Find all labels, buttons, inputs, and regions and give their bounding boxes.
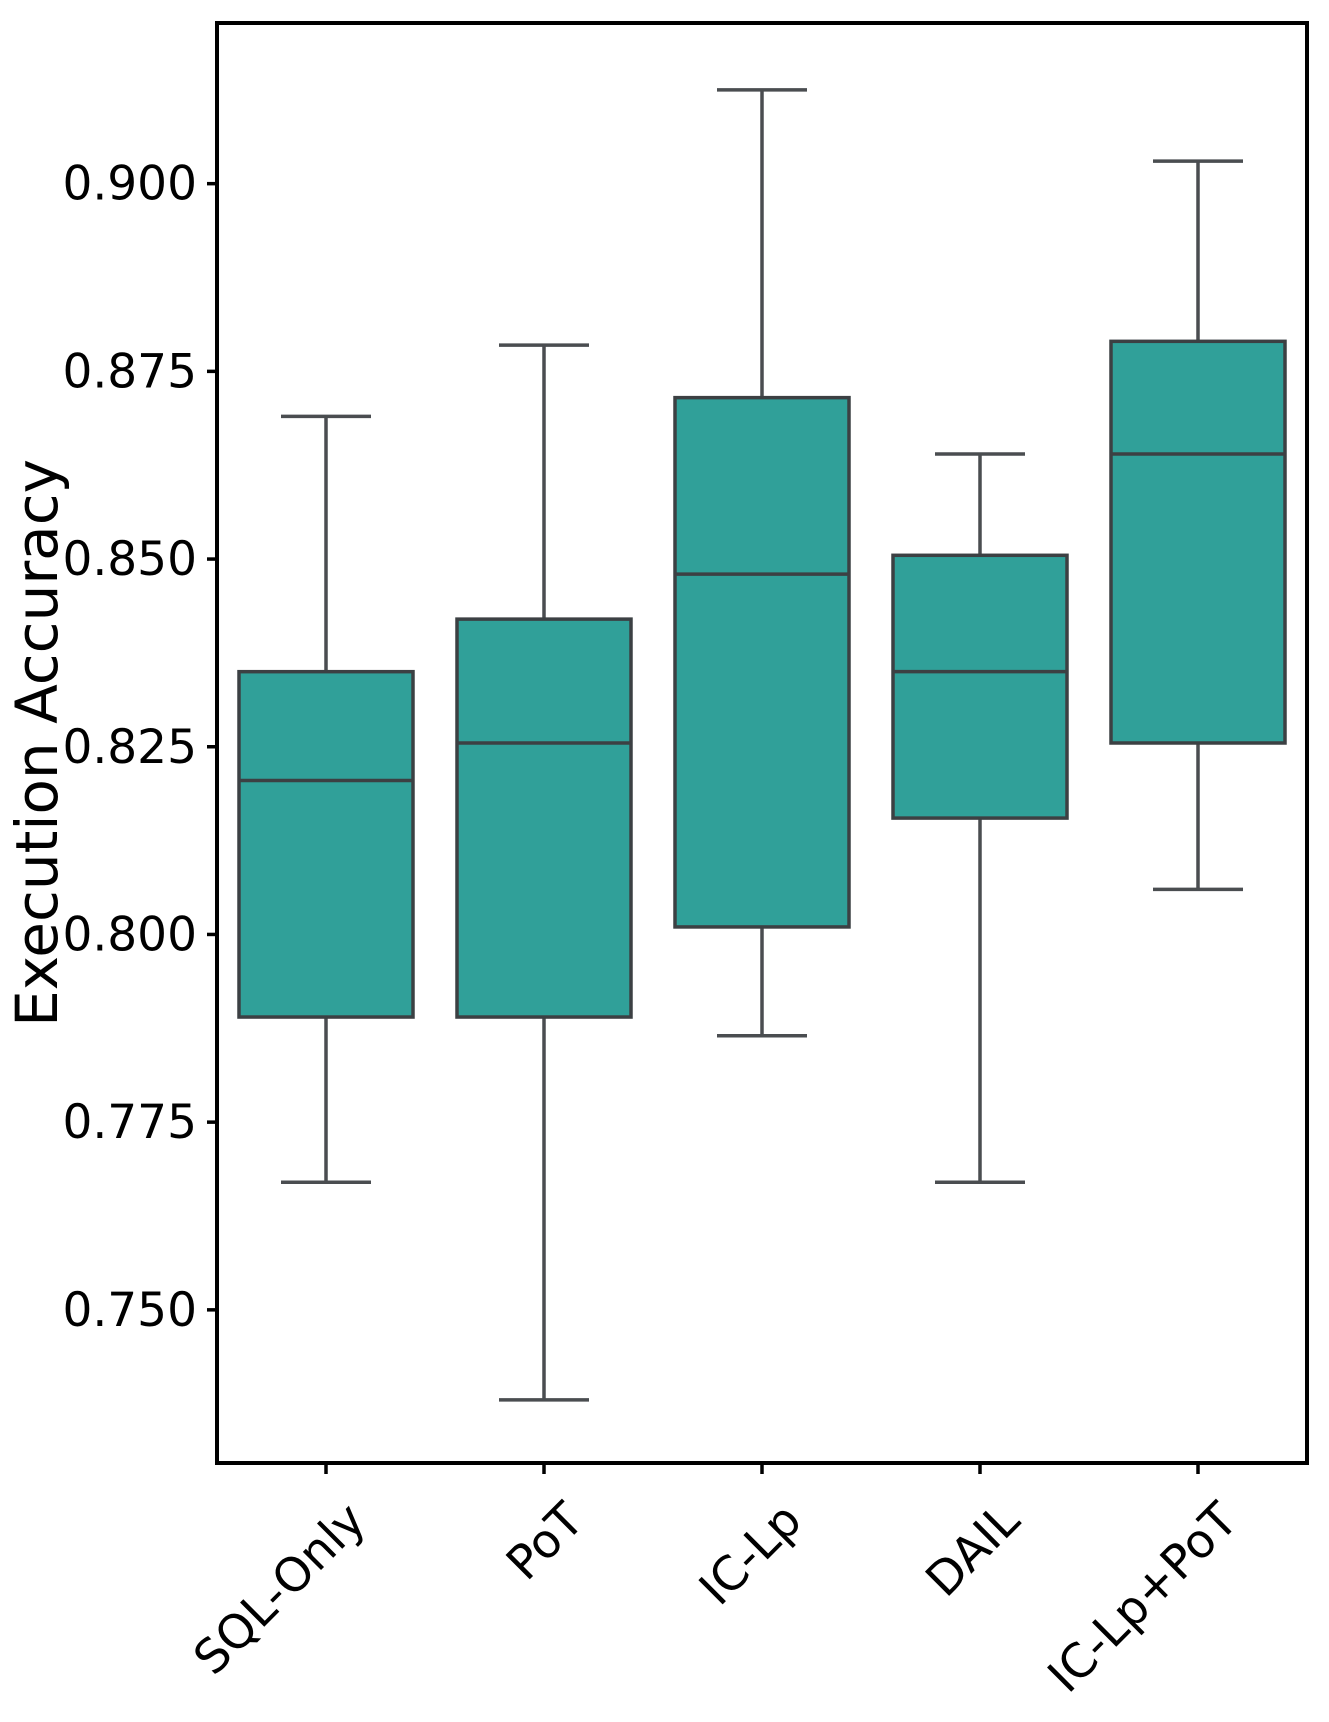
iqr-box xyxy=(891,553,1069,820)
iqr-box xyxy=(237,669,415,1019)
iqr-box xyxy=(455,617,633,1019)
y-tick-label: 0.850 xyxy=(62,532,197,587)
box-group-IC-Lp: IC-Lp xyxy=(673,88,851,1617)
box-group-DAIL: DAIL xyxy=(891,452,1069,1608)
plot-area-border xyxy=(215,21,1309,1465)
x-tick-label: PoT xyxy=(496,1492,595,1591)
x-tick-label: SQL-Only xyxy=(183,1493,376,1686)
y-axis-label: Execution Accuracy xyxy=(3,459,71,1027)
iqr-box xyxy=(1109,339,1287,745)
x-tick-label: IC-Lp+PoT xyxy=(1038,1492,1249,1703)
y-tick-label: 0.800 xyxy=(62,907,197,962)
y-tick-label: 0.825 xyxy=(62,720,197,775)
box-group-PoT: PoT xyxy=(455,343,633,1591)
box-group-IC-Lp+PoT: IC-Lp+PoT xyxy=(1038,159,1287,1703)
iqr-box xyxy=(673,395,851,929)
plot-layer: 0.750 0.775 0.800 0.825 0.850 0.875 0.900 SQL-O… xyxy=(62,21,1309,1703)
y-tick-label: 0.750 xyxy=(62,1283,197,1338)
y-tick-label: 0.875 xyxy=(62,344,197,399)
y-tick-label: 0.775 xyxy=(62,1095,197,1150)
x-tick-label: DAIL xyxy=(916,1493,1031,1608)
y-tick-label: 0.900 xyxy=(62,157,197,212)
x-tick-label: IC-Lp xyxy=(689,1493,813,1617)
